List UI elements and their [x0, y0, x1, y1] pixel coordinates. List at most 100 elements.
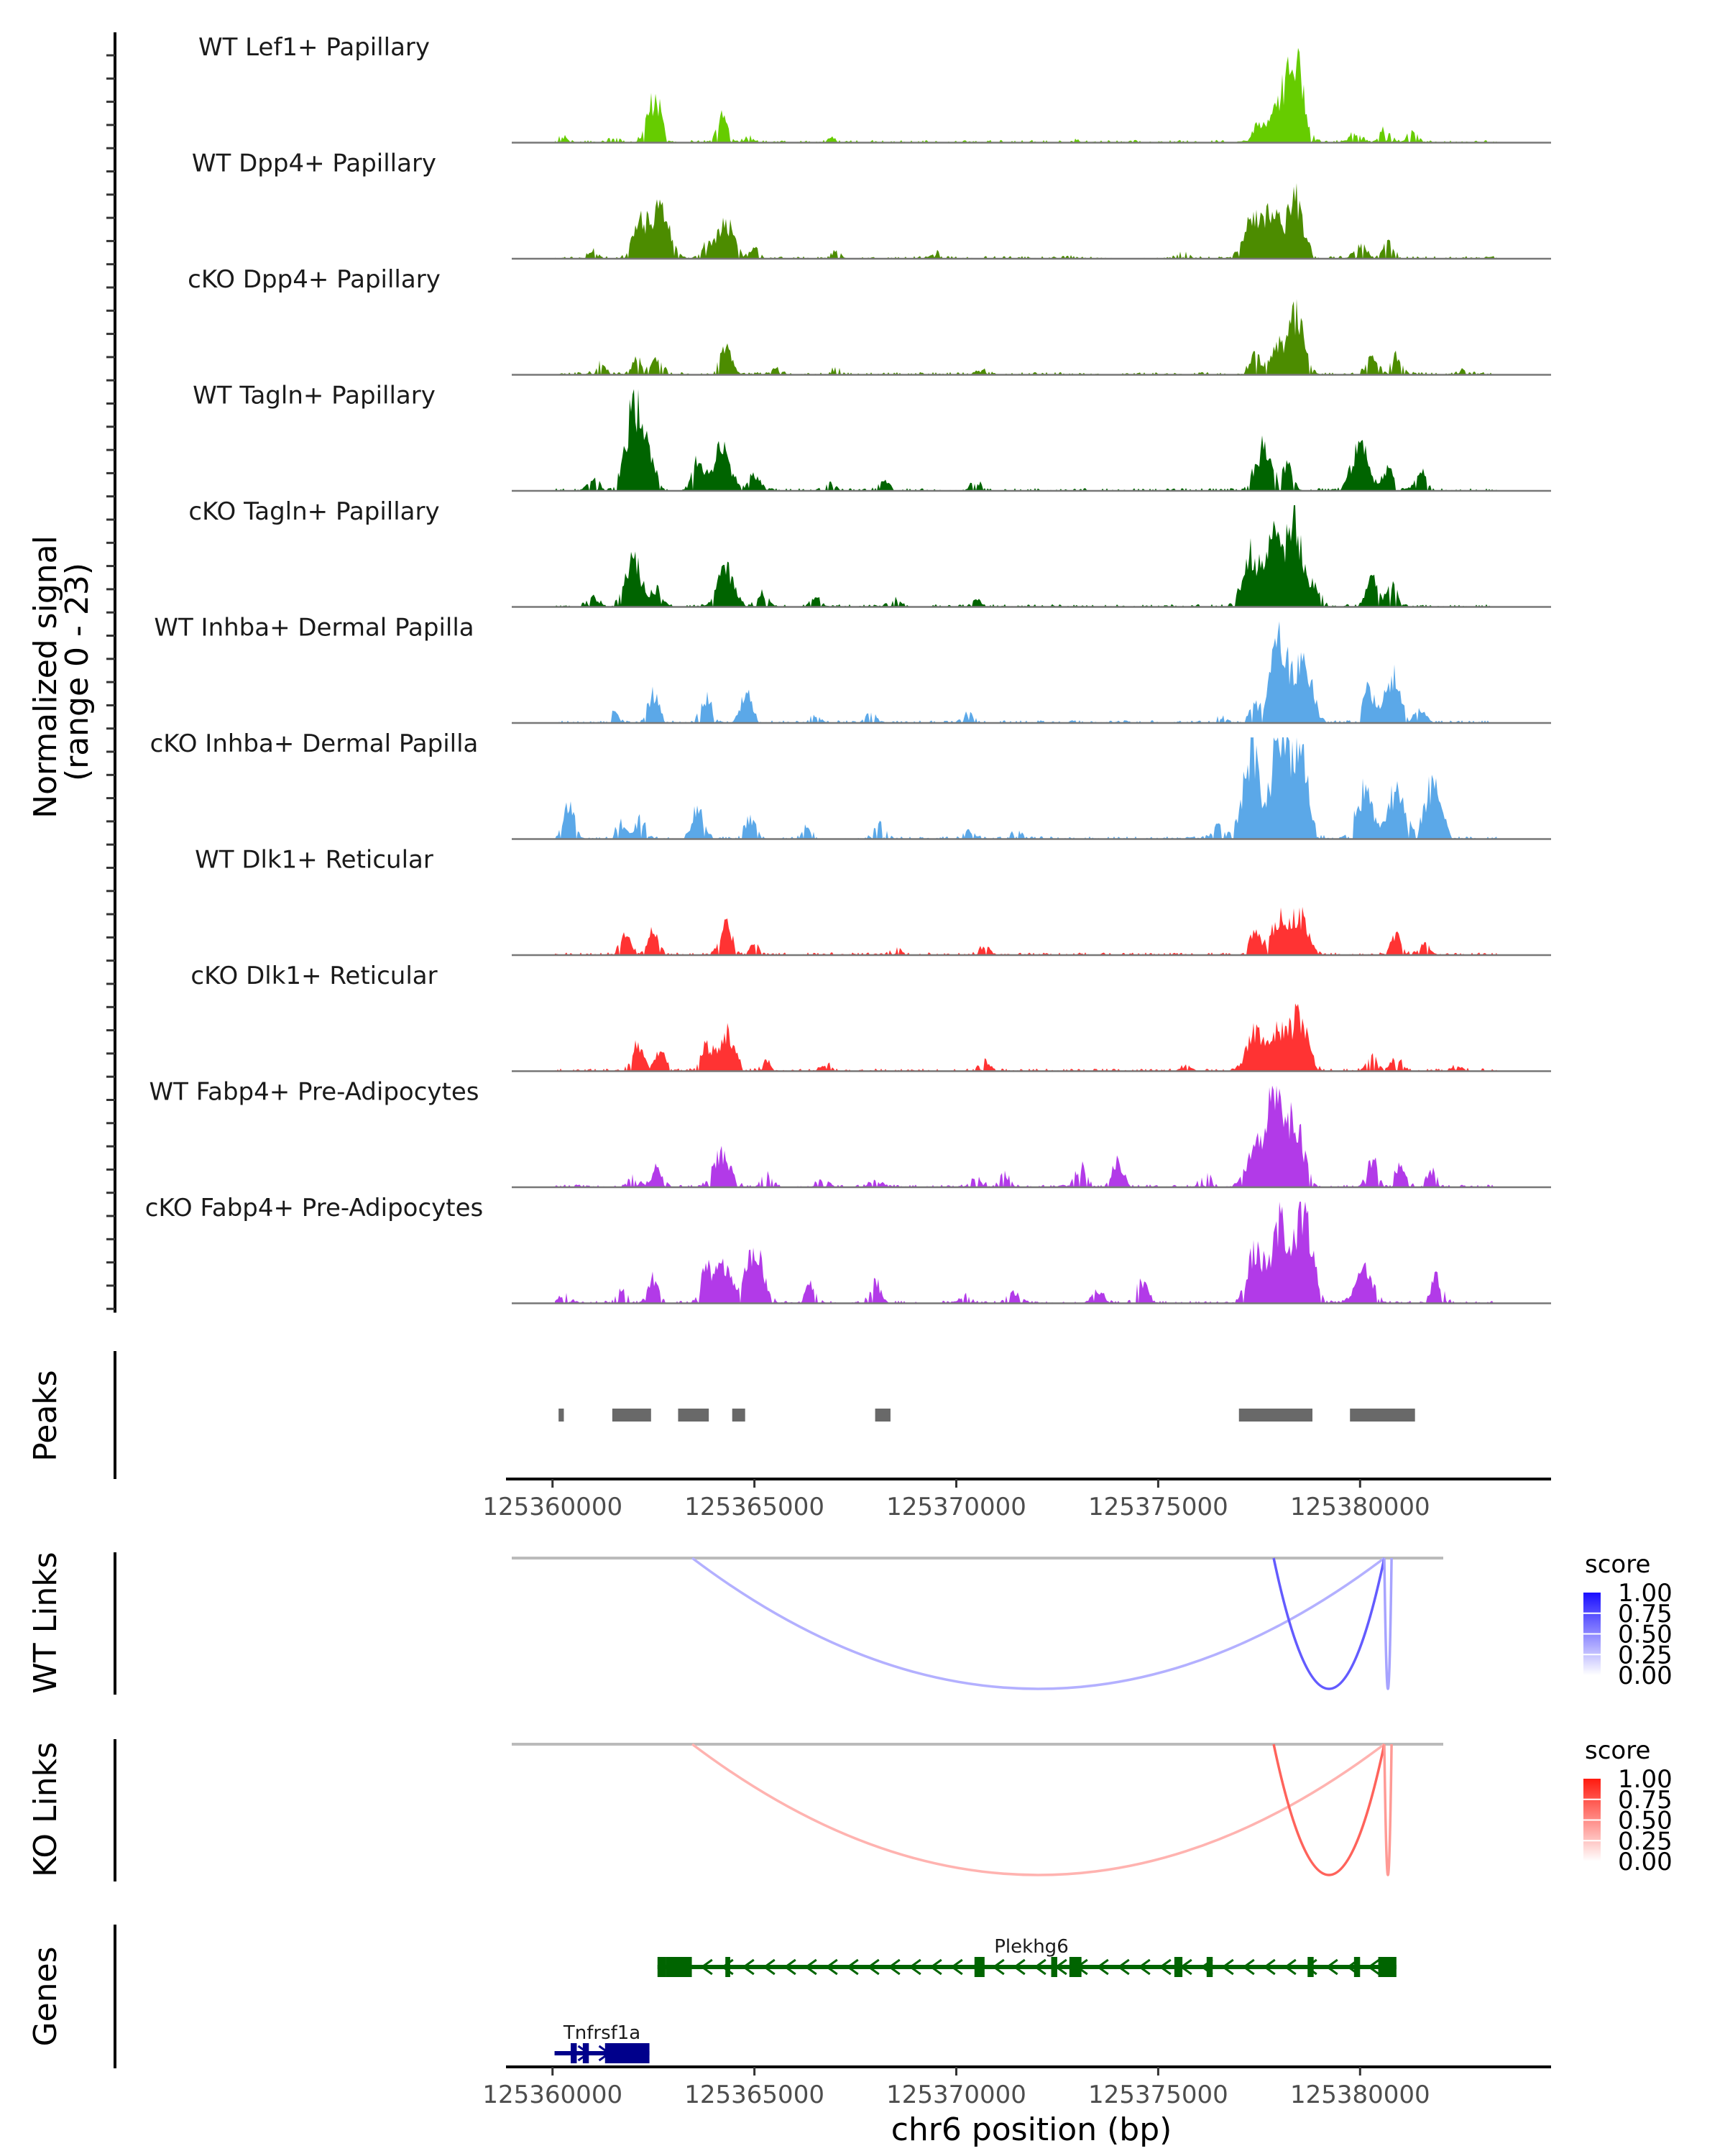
gene-exon — [974, 1957, 985, 1977]
gene-models: Plekhg6 Tnfrsf1a — [554, 1936, 1397, 2063]
gene-exon — [1378, 1957, 1397, 1977]
legend-tick-label: 0.50 — [1618, 1621, 1673, 1649]
strand-arrow-icon — [1263, 1958, 1276, 1976]
coverage-track-label: cKO Dpp4+ Papillary — [188, 265, 441, 294]
strand-arrow-icon — [950, 1958, 963, 1976]
x-axis-top: 125360000 125365000 125370000 125375000 1253… — [482, 1478, 1551, 1521]
x-axis-tick-label: 125360000 — [482, 1493, 622, 1521]
coverage-y-axis — [106, 32, 116, 1313]
peak-region — [875, 1409, 891, 1422]
coverage-signal-area — [555, 505, 1497, 607]
gene-exon — [1051, 1957, 1057, 1977]
legend-tick-label: 0.00 — [1618, 1662, 1673, 1690]
strand-arrow-icon — [783, 1958, 796, 1976]
legend-tick-label: 0.75 — [1618, 1786, 1673, 1815]
legend-tick-label: 0.50 — [1618, 1807, 1673, 1835]
legend-title: score — [1585, 1736, 1650, 1765]
gene-name-label: Plekhg6 — [994, 1936, 1068, 1958]
strand-arrow-icon — [1367, 1958, 1380, 1976]
strand-arrow-icon — [825, 1958, 838, 1976]
strand-arrow-icon — [804, 1958, 817, 1976]
strand-arrow-icon — [992, 1958, 1005, 1976]
coverage-track: cKO Inhba+ Dermal Papilla — [150, 729, 1551, 840]
coverage-track-label: cKO Dlk1+ Reticular — [190, 962, 437, 990]
link-arc — [691, 1557, 1386, 1690]
gene-exon — [1206, 1957, 1213, 1977]
coverage-track: WT Dlk1+ Reticular — [195, 846, 1551, 957]
link-arc — [1272, 1743, 1386, 1876]
gene-exon — [571, 2043, 577, 2063]
gene-exon — [1307, 1957, 1314, 1977]
peak-region — [1350, 1409, 1415, 1422]
coverage-track-label: cKO Tagln+ Papillary — [188, 497, 439, 526]
coverage-tracks: WT Lef1+ Papillary WT Dpp4+ Papillary cKO … — [145, 33, 1551, 1304]
gene-name-label: Tnfrsf1a — [563, 2022, 640, 2044]
coverage-track: cKO Dlk1+ Reticular — [190, 962, 1551, 1072]
legend-tick-label: 1.00 — [1618, 1765, 1673, 1794]
gene-exon — [666, 1957, 692, 1977]
gene-exon — [604, 2043, 650, 2063]
coverage-signal-area — [555, 47, 1497, 143]
legend-title: score — [1585, 1550, 1650, 1579]
x-axis-tick-label: 125360000 — [482, 2081, 622, 2109]
strand-arrow-icon — [1159, 1958, 1172, 1976]
x-axis-tick-label: 125380000 — [1290, 2081, 1430, 2109]
coverage-signal-area — [555, 737, 1497, 839]
coverage-signal-area — [555, 389, 1497, 491]
gene-exon — [725, 1957, 730, 1977]
coverage-track: cKO Tagln+ Papillary — [188, 497, 1551, 608]
x-axis-tick-label: 125380000 — [1290, 1493, 1430, 1521]
link-arc — [691, 1743, 1386, 1876]
strand-arrow-icon — [1325, 1958, 1338, 1976]
coverage-track: WT Dpp4+ Papillary — [192, 149, 1551, 260]
gene-exon — [582, 2043, 589, 2063]
gene-model: Tnfrsf1a — [554, 2022, 650, 2063]
coverage-track: WT Fabp4+ Pre-Adipocytes — [150, 1078, 1551, 1189]
x-axis-tick-label: 125365000 — [684, 1493, 824, 1521]
legend-tick-label: 0.75 — [1618, 1600, 1673, 1628]
coverage-signal-area — [555, 1202, 1497, 1304]
wt-links-track-label: WT Links — [27, 1552, 64, 1693]
legend-tick-label: 1.00 — [1618, 1579, 1673, 1608]
strand-arrow-icon — [846, 1958, 859, 1976]
peak-region — [612, 1409, 651, 1422]
coverage-y-axis-title: Normalized signal (range 0 - 23) — [27, 525, 96, 819]
coverage-signal-area — [555, 1085, 1497, 1187]
strand-arrow-icon — [1013, 1958, 1026, 1976]
score-legends: score1.000.750.500.250.00score1.000.750.… — [1583, 1550, 1673, 1876]
x-axis-bottom: 125360000 125365000 125370000 125375000 1253… — [482, 2065, 1551, 2109]
peak-region — [678, 1409, 709, 1422]
peak-region — [732, 1409, 745, 1422]
coverage-track: WT Tagln+ Papillary — [193, 382, 1551, 492]
legend-tick-label: 0.00 — [1618, 1848, 1673, 1876]
coverage-y-axis-title-line2: (range 0 - 23) — [59, 563, 96, 781]
strand-arrow-icon — [742, 1958, 755, 1976]
coverage-track: WT Inhba+ Dermal Papilla — [154, 614, 1551, 724]
coverage-track-label: WT Dlk1+ Reticular — [195, 846, 433, 875]
strand-arrow-icon — [763, 1958, 776, 1976]
strand-arrow-icon — [1096, 1958, 1109, 1976]
x-axis-tick-label: 125370000 — [886, 2081, 1026, 2109]
peak-region — [1238, 1409, 1312, 1422]
strand-arrow-icon — [1242, 1958, 1255, 1976]
x-axis-tick-label: 125365000 — [684, 2081, 824, 2109]
ko-links-track-label: KO Links — [27, 1742, 64, 1877]
coverage-track: cKO Dpp4+ Papillary — [188, 265, 1551, 376]
peak-region — [558, 1409, 564, 1422]
link-arc — [1383, 1743, 1393, 1876]
coverage-signal-area — [555, 621, 1497, 723]
strand-arrow-icon — [908, 1958, 921, 1976]
x-axis-tick-label: 125370000 — [886, 1493, 1026, 1521]
coverage-signal-area — [555, 1003, 1497, 1072]
strand-arrow-icon — [867, 1958, 880, 1976]
gene-exon — [1174, 1957, 1183, 1977]
strand-arrow-icon — [1138, 1958, 1151, 1976]
coverage-track-label: WT Dpp4+ Papillary — [192, 149, 436, 178]
genes-track-label: Genes — [27, 1946, 64, 2046]
peaks-track-label: Peaks — [27, 1370, 64, 1461]
coverage-track-label: WT Inhba+ Dermal Papilla — [154, 614, 474, 642]
strand-arrow-icon — [1117, 1958, 1130, 1976]
